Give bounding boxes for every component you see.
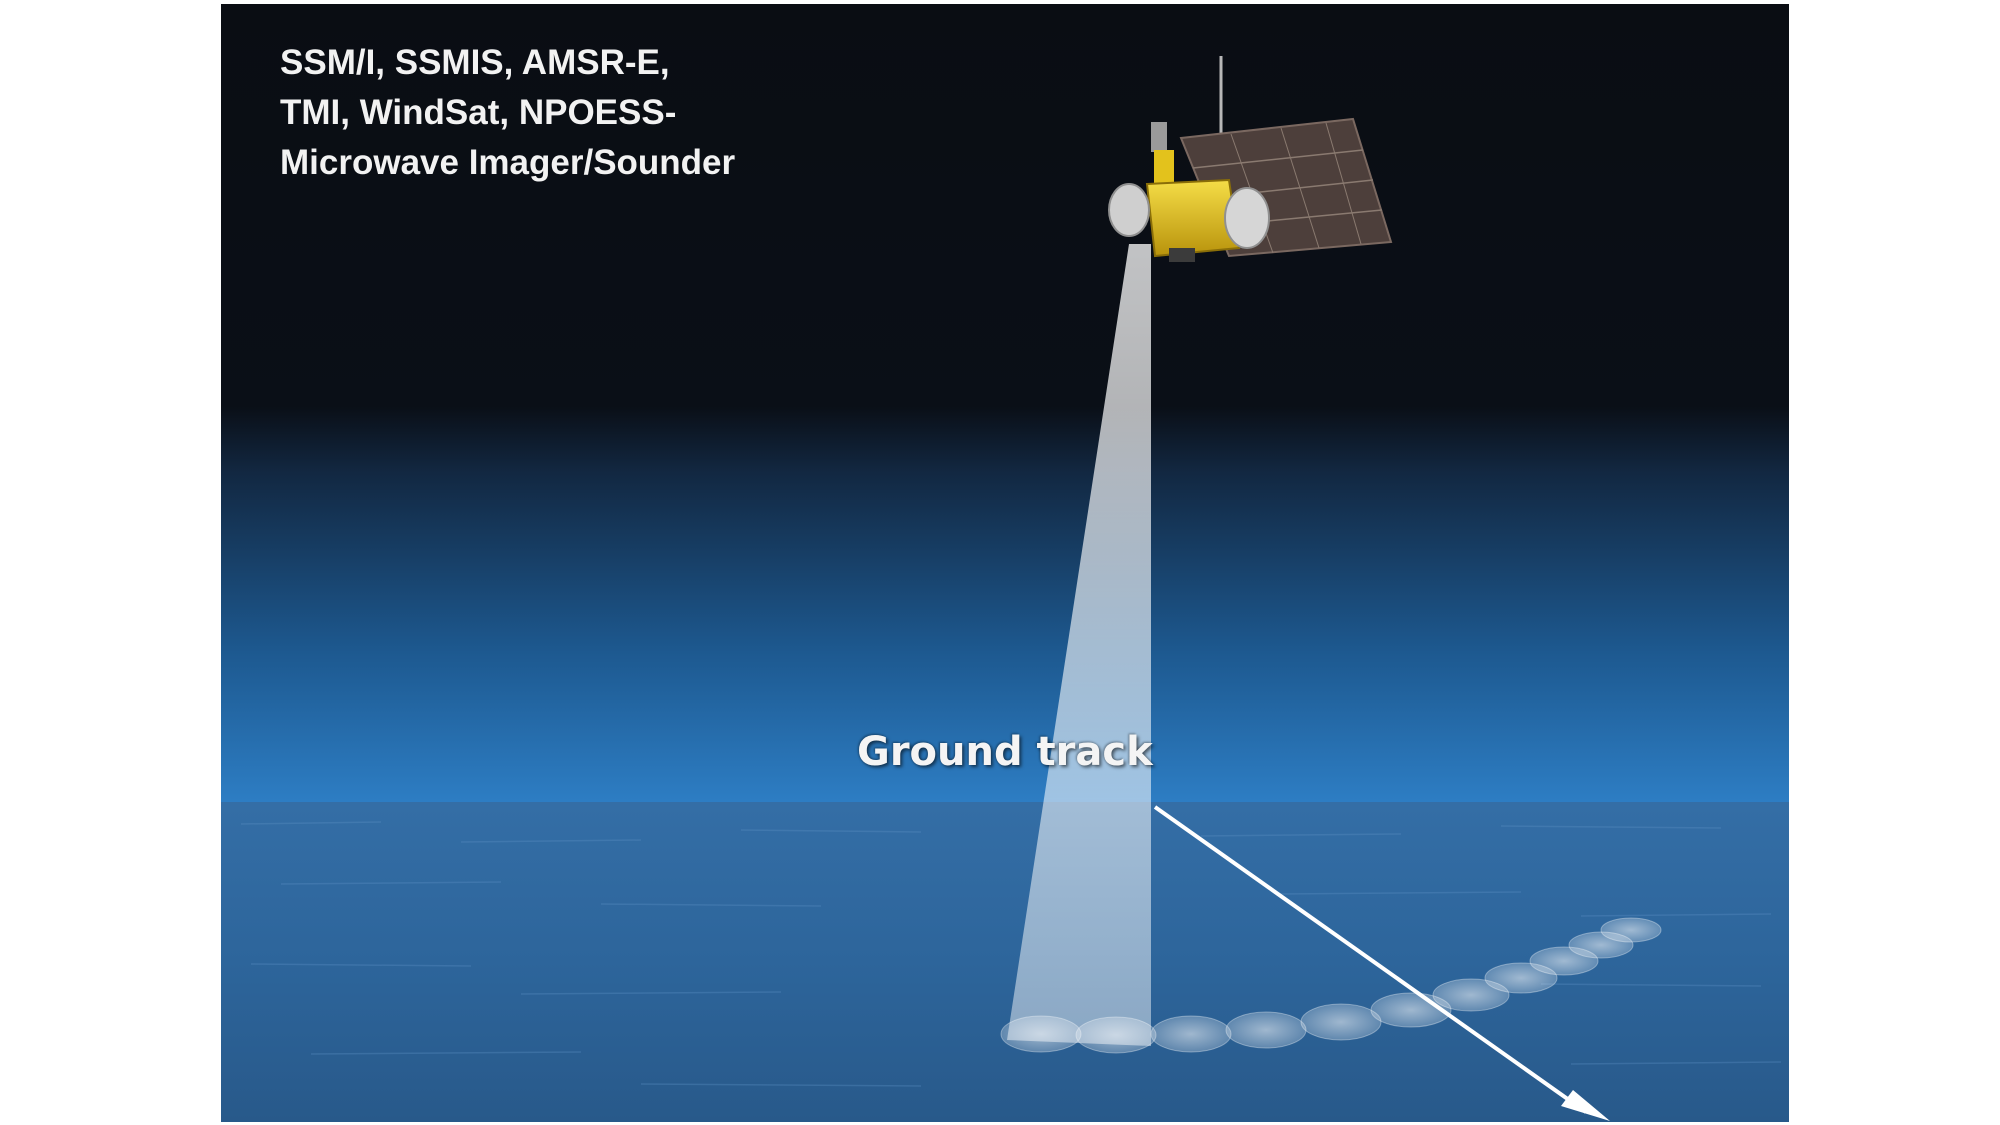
sensor-list: SSM/I, SSMIS, AMSR-E, TMI, WindSat, NPOE… bbox=[280, 38, 735, 188]
ocean-ripples bbox=[240, 821, 1782, 1087]
scan-geometry-illustration: SSM/I, SSMIS, AMSR-E, TMI, WindSat, NPOE… bbox=[221, 4, 1789, 1122]
scan-beam-icon bbox=[1007, 244, 1151, 1046]
sensor-list-line: SSM/I, SSMIS, AMSR-E, bbox=[280, 43, 670, 82]
sensor-list-line: TMI, WindSat, NPOESS- bbox=[280, 93, 677, 132]
scene bbox=[221, 4, 1789, 1122]
ground-track-label: Ground track bbox=[857, 729, 1153, 775]
sensor-list-line: Microwave Imager/Sounder bbox=[280, 143, 736, 182]
arrow-icon bbox=[1153, 805, 1610, 1121]
footprint-ellipses bbox=[1000, 917, 1662, 1054]
satellite-icon bbox=[1108, 56, 1393, 262]
